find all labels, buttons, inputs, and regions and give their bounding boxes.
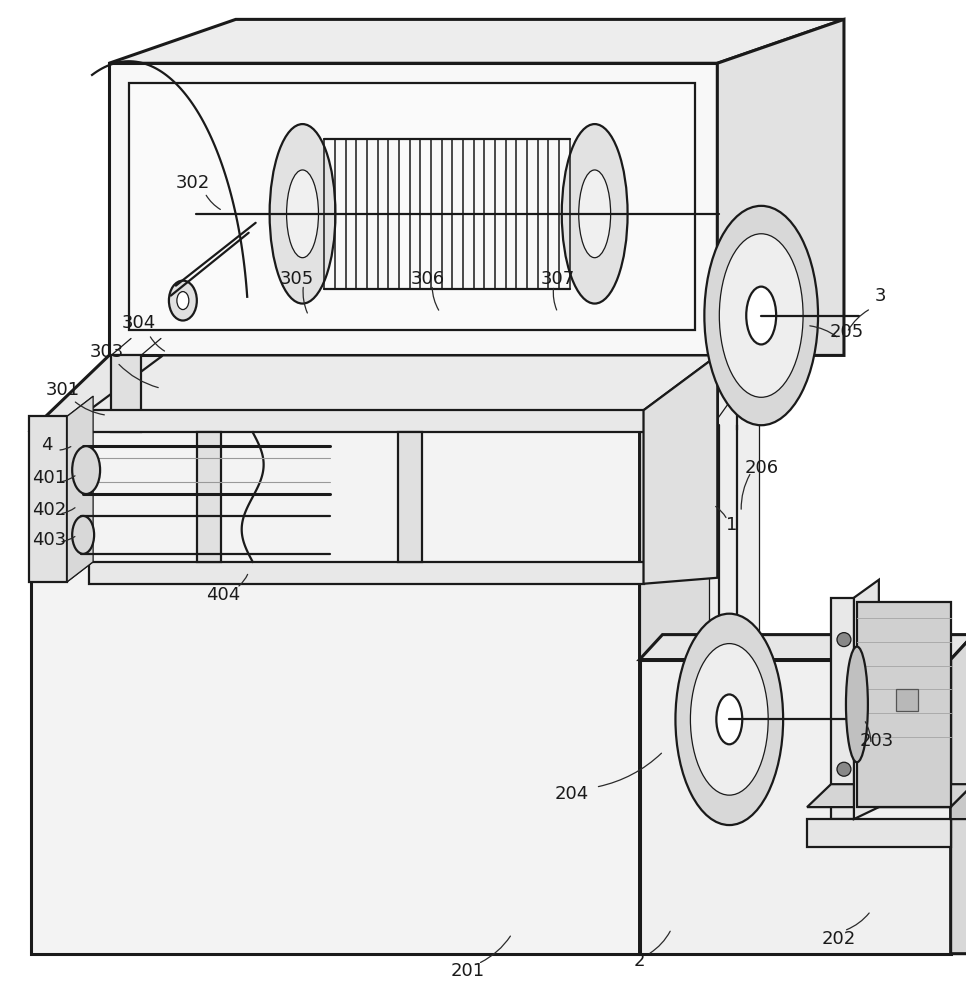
Ellipse shape [719,234,803,397]
Text: 203: 203 [860,732,894,750]
FancyArrowPatch shape [846,913,869,930]
Ellipse shape [747,287,777,344]
FancyArrowPatch shape [60,447,71,450]
Text: 303: 303 [90,343,124,361]
FancyArrowPatch shape [303,287,308,313]
Polygon shape [31,355,718,430]
Text: 2: 2 [633,952,645,970]
Text: 1: 1 [725,516,737,534]
Text: 401: 401 [32,469,67,487]
Ellipse shape [562,124,628,304]
Text: 304: 304 [122,314,156,332]
Text: 206: 206 [745,459,778,477]
FancyArrowPatch shape [741,474,749,509]
Polygon shape [854,580,879,819]
Polygon shape [644,355,718,584]
Polygon shape [67,396,93,582]
Bar [807,819,951,847]
Bar [398,432,423,562]
Polygon shape [639,355,718,954]
FancyArrowPatch shape [119,364,159,388]
Text: 3: 3 [875,287,887,305]
Bar [89,562,644,584]
Polygon shape [111,355,141,432]
Polygon shape [89,355,718,410]
FancyArrowPatch shape [239,574,248,586]
FancyArrowPatch shape [716,506,726,517]
FancyArrowPatch shape [553,288,557,310]
Text: 301: 301 [46,381,80,399]
FancyArrowPatch shape [865,722,871,742]
Bar [197,432,220,562]
Polygon shape [639,660,951,954]
Text: 403: 403 [32,531,67,549]
Text: 306: 306 [411,270,445,288]
FancyArrowPatch shape [75,402,104,415]
Ellipse shape [286,170,318,258]
FancyArrowPatch shape [650,931,670,953]
Ellipse shape [169,281,197,321]
Bar [89,410,644,432]
Polygon shape [807,784,967,807]
Ellipse shape [73,446,101,494]
FancyArrowPatch shape [432,287,439,310]
Polygon shape [857,602,951,807]
FancyArrowPatch shape [848,310,868,330]
FancyArrowPatch shape [481,936,511,962]
FancyArrowPatch shape [62,537,74,542]
Circle shape [837,633,851,647]
FancyArrowPatch shape [206,195,220,209]
Text: 402: 402 [32,501,67,519]
Text: 404: 404 [206,586,240,604]
FancyArrowPatch shape [599,753,661,787]
Polygon shape [31,430,639,954]
Text: 202: 202 [822,930,856,948]
Bar [831,598,857,819]
Ellipse shape [717,694,743,744]
Ellipse shape [270,124,336,304]
Text: 4: 4 [42,436,53,454]
Ellipse shape [690,644,768,795]
FancyArrowPatch shape [150,337,164,351]
Text: 201: 201 [451,962,485,980]
Ellipse shape [73,516,94,554]
FancyArrowPatch shape [62,476,75,482]
FancyArrowPatch shape [62,508,75,514]
FancyArrowPatch shape [809,326,836,337]
Polygon shape [639,635,967,660]
Polygon shape [109,19,844,63]
Polygon shape [951,635,967,954]
Ellipse shape [675,614,783,825]
Polygon shape [710,355,759,660]
Ellipse shape [704,206,818,425]
Ellipse shape [177,292,189,310]
Polygon shape [29,416,67,582]
Ellipse shape [578,170,610,258]
Bar [129,83,695,330]
Circle shape [837,762,851,776]
Text: 305: 305 [279,270,313,288]
Ellipse shape [846,647,868,762]
Text: 204: 204 [555,785,589,803]
Polygon shape [109,63,718,355]
Bar [895,689,918,711]
Text: 307: 307 [541,270,575,288]
Polygon shape [951,784,967,819]
Text: 205: 205 [830,323,864,341]
Polygon shape [718,19,844,355]
Text: 302: 302 [176,174,210,192]
